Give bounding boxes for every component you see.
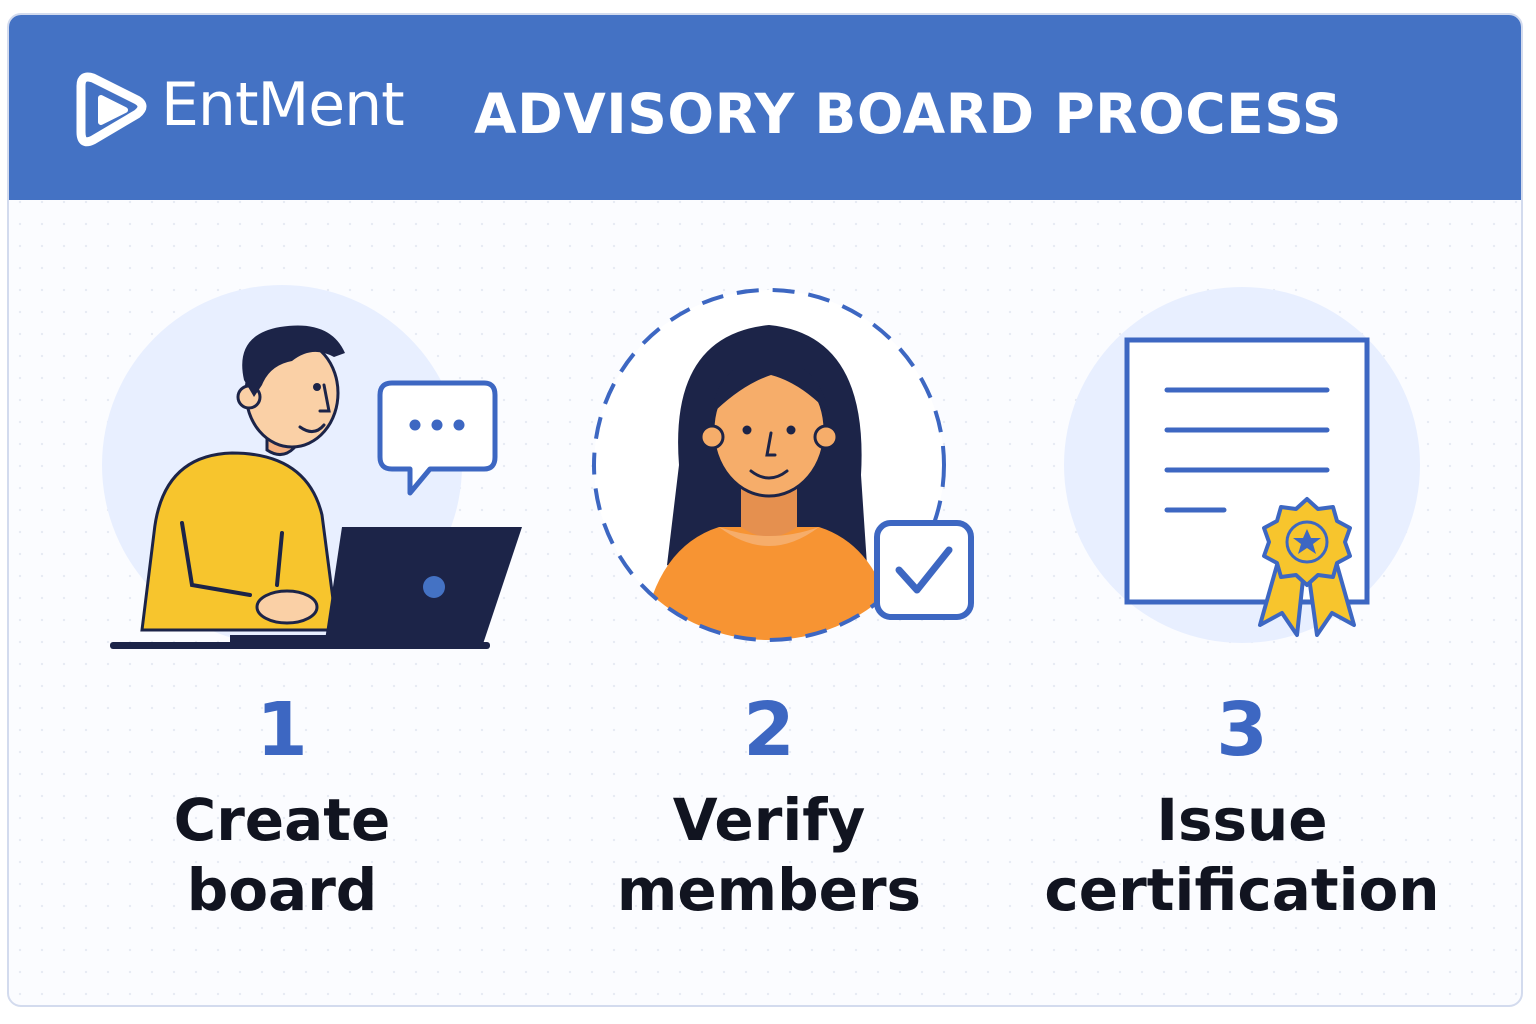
process-card: EntMent ADVISORY BOARD PROCESS — [7, 13, 1523, 1007]
step-label: Verify members — [616, 786, 922, 924]
step-3: 3 Issue certification — [992, 265, 1492, 924]
person-laptop-icon — [102, 285, 522, 649]
step-number: 1 — [256, 687, 308, 773]
page-title: ADVISORY BOARD PROCESS — [474, 82, 1342, 146]
brand-name: EntMent — [161, 70, 405, 140]
step-number: 3 — [1216, 687, 1268, 773]
certificate-icon — [1064, 287, 1420, 643]
verified-member-icon — [592, 288, 974, 642]
play-logo-icon — [76, 72, 147, 147]
step-label: Issue certification — [1044, 786, 1440, 924]
header-bar: EntMent ADVISORY BOARD PROCESS — [9, 15, 1521, 200]
step-2: 2 Verify members — [519, 265, 1019, 924]
step-label: Create board — [173, 786, 391, 924]
step-number: 2 — [743, 687, 795, 773]
step-1: 1 Create board — [32, 265, 532, 924]
